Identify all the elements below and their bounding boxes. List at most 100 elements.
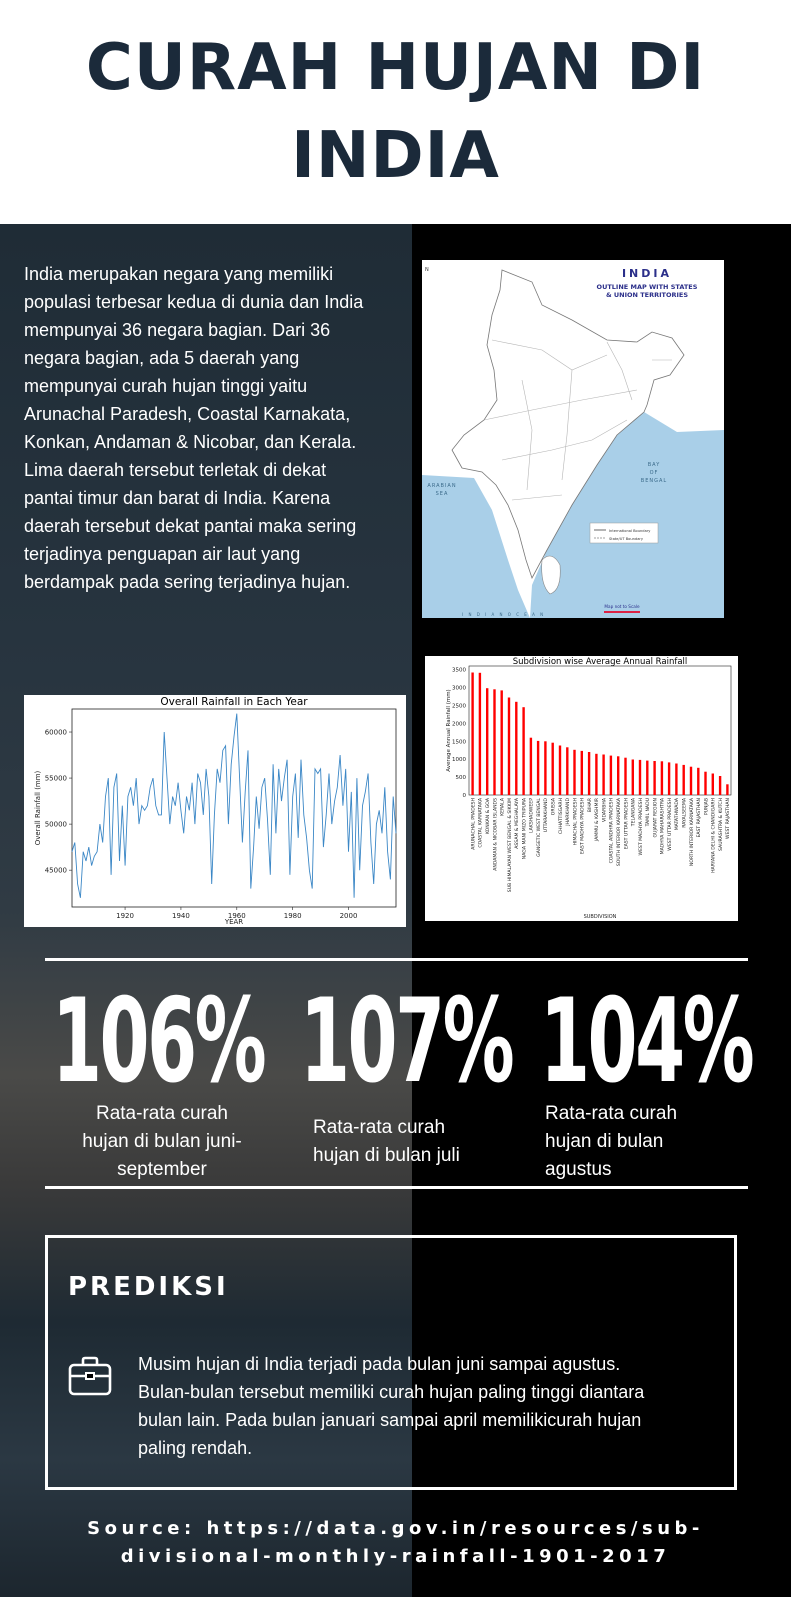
bar xyxy=(689,766,693,795)
x-tick-label: VIDARBHA xyxy=(601,797,607,822)
bar xyxy=(573,749,576,795)
chart-title: Overall Rainfall in Each Year xyxy=(160,696,308,708)
map-scale-note: Map not to Scale xyxy=(604,604,640,609)
header: CURAH HUJAN DI INDIA xyxy=(0,0,791,224)
bar xyxy=(675,763,678,795)
stat-value-jul: 107% xyxy=(300,974,515,1109)
stat-label-jul: Rata-rata curah hujan di bulan juli xyxy=(313,1114,513,1170)
x-tick-label: HARYANA DELHI & CHANDIGARH xyxy=(711,798,717,873)
y-tick-label: 60000 xyxy=(45,729,67,737)
map-subtitle-2: & UNION TERRITORIES xyxy=(606,291,688,299)
map-sea-right-2: OF xyxy=(650,470,659,476)
x-tick-label: LAKSHADWEEP xyxy=(529,798,535,833)
stat-label-line: hujan di bulan juli xyxy=(313,1145,460,1166)
line-chart-card: Overall Rainfall in Each Year 1920 1940 196… xyxy=(24,695,406,927)
x-tick-label: 1980 xyxy=(284,912,302,920)
bar xyxy=(631,759,634,795)
bar xyxy=(595,753,598,795)
stat-label-line: hujan di bulan xyxy=(545,1131,664,1152)
rainfall-series-line xyxy=(71,713,397,898)
map-sea-left-2: SEA xyxy=(436,491,449,497)
bar xyxy=(478,672,482,795)
bar xyxy=(704,771,707,795)
x-tick-label: JHARKHAND xyxy=(565,798,571,827)
bar xyxy=(646,760,649,795)
bar xyxy=(697,767,700,795)
map-sea-left-1: ARABIAN xyxy=(427,483,456,489)
y-tick-label: 2500 xyxy=(452,703,466,709)
y-tick-label: 3000 xyxy=(452,686,466,692)
bar-chart: Subdivision wise Average Annual Rainfall… xyxy=(446,657,732,920)
x-tick-label: KERALA xyxy=(500,797,506,816)
map-sea-right-3: BENGAL xyxy=(641,478,667,484)
bar xyxy=(471,672,474,795)
x-tick-label: HIMACHAL PRADESH xyxy=(572,798,578,845)
y-tick-label: 3500 xyxy=(452,668,466,674)
bar xyxy=(566,747,569,795)
bar xyxy=(580,750,583,795)
x-tick-label: WEST MADHYA PRADESH xyxy=(638,798,644,856)
y-tick-label: 55000 xyxy=(45,775,67,783)
bar xyxy=(544,741,547,796)
y-axis-label: Overall Rainfall (mm) xyxy=(34,770,42,845)
y-axis-label: Average Annual Rainfall (mm) xyxy=(446,689,452,771)
x-tick-label: ORISSA xyxy=(550,797,556,815)
line-chart: Overall Rainfall in Each Year 1920 1940 196… xyxy=(34,696,397,926)
bar xyxy=(667,762,671,795)
divider-bottom xyxy=(45,1186,748,1189)
x-tick-label: SOUTH INTERIOR KARNATAKA xyxy=(616,797,622,866)
x-tick-label: MATATHWADA xyxy=(674,797,680,830)
x-tick-label: EAST MADHYA PRADESH xyxy=(580,798,586,854)
bar xyxy=(624,757,627,795)
stat-label-aug: Rata-rata curah hujan di bulan agustus xyxy=(545,1100,745,1184)
y-tick-label: 1500 xyxy=(452,739,466,745)
x-tick-label: UTTARAKHAND xyxy=(543,798,549,833)
bar-chart-card: Subdivision wise Average Annual Rainfall… xyxy=(425,656,738,921)
bar xyxy=(617,756,620,795)
x-tick-label: EAST UTTAR PRADESH xyxy=(623,798,629,849)
x-tick-label: RAYALSEEMA xyxy=(681,797,687,828)
bar xyxy=(529,737,533,795)
y-tick-label: 45000 xyxy=(45,867,67,875)
x-tick-label: 1960 xyxy=(228,912,246,920)
stat-label-line: Rata-rata curah xyxy=(545,1103,678,1124)
x-tick-label: 1940 xyxy=(172,912,190,920)
bar xyxy=(551,742,554,795)
x-tick-label: PUNJAB xyxy=(703,798,709,815)
y-tick-label: 500 xyxy=(456,775,467,781)
y-tick-label: 0 xyxy=(463,793,467,799)
stat-label-line: Rata-rata curah xyxy=(313,1117,446,1138)
x-tick-label: KONKAN & GOA xyxy=(485,797,491,834)
y-tick-label: 1000 xyxy=(452,757,466,763)
bar xyxy=(726,784,729,796)
map-legend-2: State/UT Boundary xyxy=(609,537,644,541)
bar xyxy=(500,690,503,795)
bar xyxy=(638,759,642,795)
x-tick-label: TAMIL NADU xyxy=(645,798,651,827)
x-tick-label: ARUNACHAL PRADESH xyxy=(470,798,476,850)
bar xyxy=(558,745,562,795)
x-axis-label: YEAR xyxy=(224,918,243,926)
bar xyxy=(609,755,613,795)
x-tick-label: COASTAL ANDHRA PRADESH xyxy=(609,798,615,863)
x-tick-label: WEST UTTAR PRADESH xyxy=(667,798,673,851)
prediction-box: PREDIKSI Musim hujan di India terjadi pa… xyxy=(45,1235,737,1490)
x-tick-label: EAST RAJASTHAN xyxy=(696,798,702,838)
x-tick-label: GUJARAT REGION xyxy=(652,798,658,837)
x-tick-label: SUB HIMALAYAN WEST BENGAL & SIKKIM xyxy=(507,798,513,892)
bar xyxy=(718,776,722,795)
stat-label-line: hujan di bulan juni- xyxy=(82,1131,242,1152)
bar xyxy=(602,754,605,795)
y-tick-label: 50000 xyxy=(45,821,67,829)
stat-value-aug: 104% xyxy=(540,974,755,1109)
x-tick-label: SAURASHTRA & KUTCH xyxy=(718,798,724,851)
x-tick-label: TELANGANA xyxy=(631,797,637,827)
x-tick-label: WEST RAJASTHAN xyxy=(725,798,731,839)
bar xyxy=(522,707,525,795)
x-tick-label: COASTAL KARNATAKA xyxy=(478,797,484,847)
prediction-text: Musim hujan di India terjadi pada bulan … xyxy=(138,1354,645,1458)
x-tick-label: BIHAR xyxy=(587,797,593,812)
map-title: INDIA xyxy=(622,267,672,280)
x-tick-label: NAGA MANI MIZO TRIPURA xyxy=(521,797,527,859)
map-subtitle-1: OUTLINE MAP WITH STATES xyxy=(597,283,698,291)
